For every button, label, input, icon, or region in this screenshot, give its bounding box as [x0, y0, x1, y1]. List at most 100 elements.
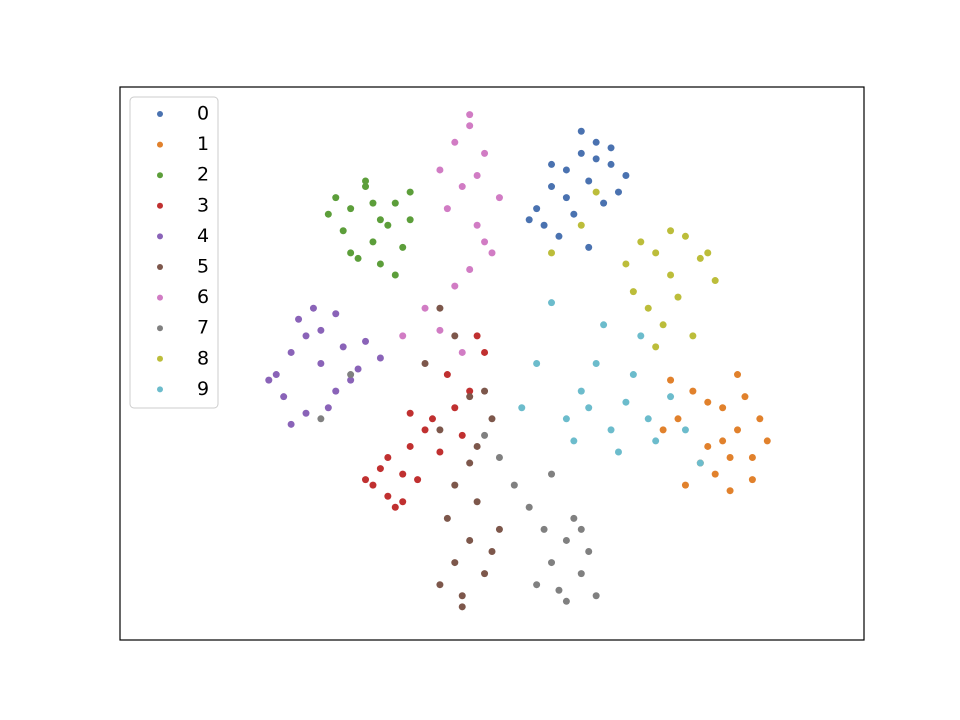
point: [674, 415, 682, 423]
legend-label: 0: [197, 103, 209, 125]
point: [696, 254, 704, 262]
point: [600, 199, 608, 207]
point: [466, 265, 474, 273]
point: [362, 177, 370, 185]
point: [607, 144, 615, 152]
point: [555, 586, 563, 594]
point: [384, 221, 392, 229]
point: [406, 188, 414, 196]
point: [436, 426, 444, 434]
point: [562, 415, 570, 423]
point: [741, 393, 749, 401]
point: [466, 536, 474, 544]
point: [391, 503, 399, 511]
point: [592, 138, 600, 146]
point: [332, 310, 340, 318]
point: [614, 448, 622, 456]
point: [481, 431, 489, 439]
point: [711, 277, 719, 285]
point: [719, 437, 727, 445]
point: [548, 249, 556, 257]
point: [674, 293, 682, 301]
point: [525, 503, 533, 511]
point: [629, 288, 637, 296]
point: [577, 525, 585, 533]
point: [607, 426, 615, 434]
point: [495, 194, 503, 202]
point: [481, 348, 489, 356]
point: [607, 160, 615, 168]
point: [436, 326, 444, 334]
point: [756, 415, 764, 423]
legend-box: [129, 96, 219, 409]
point: [540, 525, 548, 533]
point: [652, 343, 660, 351]
point: [548, 470, 556, 478]
point: [637, 332, 645, 340]
point: [406, 216, 414, 224]
legend-label: 8: [197, 347, 209, 369]
point: [347, 205, 355, 213]
point: [689, 387, 697, 395]
legend-label: 6: [197, 286, 209, 308]
point: [681, 232, 689, 240]
point: [406, 409, 414, 417]
point: [324, 210, 332, 218]
point: [719, 404, 727, 412]
point: [711, 470, 719, 478]
point: [265, 376, 273, 384]
point: [354, 365, 362, 373]
legend-label: 5: [197, 256, 209, 278]
point: [577, 570, 585, 578]
point: [287, 348, 295, 356]
point: [309, 304, 317, 312]
point: [317, 415, 325, 423]
point: [555, 232, 563, 240]
point: [585, 243, 593, 251]
point: [317, 360, 325, 367]
point: [577, 387, 585, 395]
legend-marker: [157, 386, 163, 393]
point: [332, 387, 340, 395]
point: [585, 177, 593, 185]
point: [347, 249, 355, 257]
point: [376, 216, 384, 224]
point: [466, 393, 474, 401]
point: [570, 210, 578, 218]
point: [488, 249, 496, 257]
point: [592, 592, 600, 600]
point: [451, 404, 459, 412]
point: [622, 171, 630, 179]
point: [473, 332, 481, 340]
legend-marker: [157, 172, 163, 179]
point: [681, 426, 689, 434]
point: [466, 459, 474, 467]
point: [644, 304, 652, 312]
point: [548, 183, 556, 191]
point: [421, 360, 429, 367]
point: [659, 426, 667, 434]
point: [280, 393, 288, 401]
point: [518, 404, 526, 412]
legend-label: 1: [197, 133, 209, 155]
point: [428, 415, 436, 423]
point: [726, 487, 734, 495]
point: [667, 227, 675, 235]
point: [436, 581, 444, 589]
point: [376, 354, 384, 362]
point: [652, 437, 660, 445]
point: [488, 415, 496, 423]
point: [473, 442, 481, 450]
point: [667, 271, 675, 279]
point: [644, 415, 652, 423]
point: [399, 332, 407, 340]
point: [481, 570, 489, 578]
point: [562, 597, 570, 605]
point: [376, 465, 384, 473]
point: [324, 404, 332, 412]
legend-marker: [157, 233, 163, 240]
point: [272, 371, 280, 379]
point: [443, 205, 451, 213]
legend-marker: [157, 111, 163, 117]
